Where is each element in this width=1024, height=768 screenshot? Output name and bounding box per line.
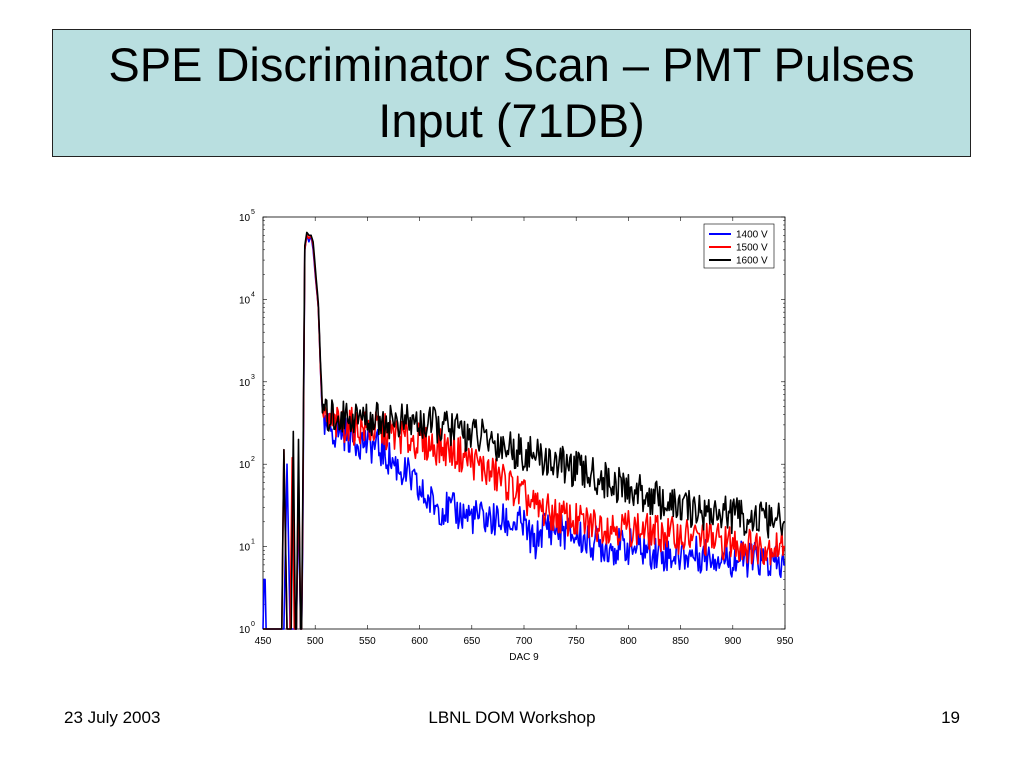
y-tick-label-exponent: 2 [251,456,255,463]
legend-label: 1500 V [736,243,768,254]
ticks-layer: 450 500 550 600 650 700 750 800 850 900 9501001011… [239,209,794,647]
legend: 1400 V 1500 V 1600 V [703,223,775,269]
title-box: SPE Discriminator Scan – PMT Pulses Inpu… [52,29,971,157]
series-layer [262,231,785,630]
series-line-1400-v [262,234,785,630]
slide-number: 19 [941,708,960,727]
x-tick-label: 600 [411,636,428,647]
x-tick-label: 450 [255,636,272,647]
y-tick-label-exponent: 1 [251,539,255,546]
x-axis-label: DAC 9 [509,652,539,663]
x-tick-label: 550 [359,636,376,647]
x-tick-label: 700 [516,636,533,647]
series-line-1600-v [263,231,785,630]
y-tick-label-exponent: 0 [251,621,255,628]
footer-event: LBNL DOM Workshop [428,708,596,727]
y-tick-label-base: 10 [239,460,251,471]
y-tick-label-exponent: 3 [251,374,255,381]
legend-label: 1600 V [736,256,768,267]
y-tick-label-base: 10 [239,543,251,554]
y-tick-label-exponent: 5 [251,209,255,216]
x-tick-label: 950 [777,636,794,647]
slide-title: SPE Discriminator Scan – PMT Pulses Inpu… [108,38,915,147]
x-tick-label: 800 [620,636,637,647]
x-tick-label: 500 [307,636,324,647]
y-tick-label-exponent: 4 [251,291,255,298]
footer-date: 23 July 2003 [64,708,161,727]
x-tick-label: 850 [672,636,689,647]
y-tick-label-base: 10 [239,213,251,224]
y-tick-label-base: 10 [239,295,251,306]
y-tick-label-base: 10 [239,378,251,389]
y-tick-label-base: 10 [239,625,251,636]
legend-label: 1400 V [736,230,768,241]
x-tick-label: 900 [724,636,741,647]
x-tick-label: 750 [568,636,585,647]
x-tick-label: 650 [463,636,480,647]
